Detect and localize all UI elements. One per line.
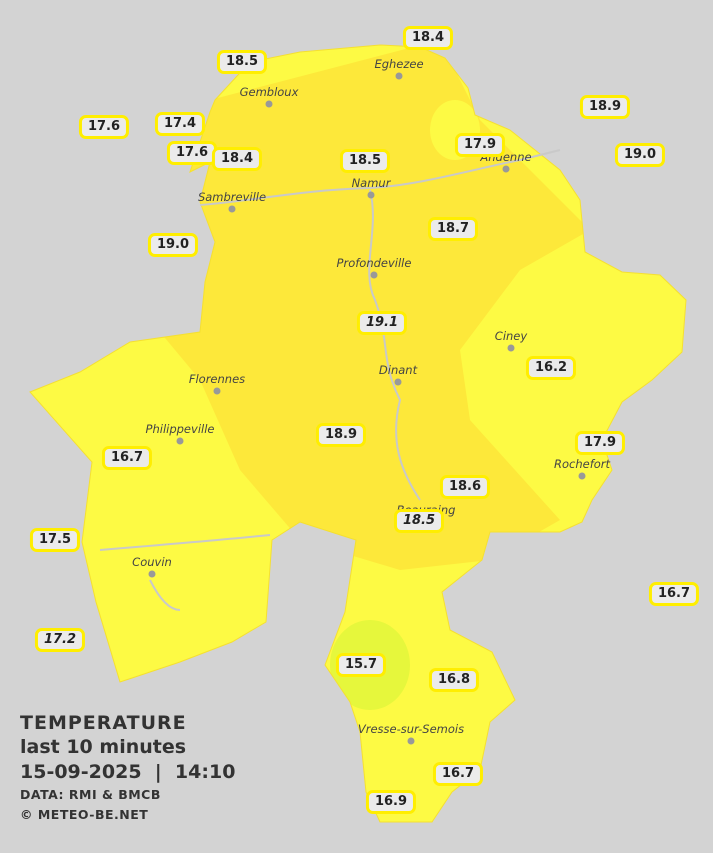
city-label: Rochefort	[553, 457, 611, 471]
city-dot	[407, 737, 415, 745]
city-dot	[148, 570, 156, 578]
station-temperature-label: 19.0	[614, 143, 666, 167]
river-viroin	[99, 534, 271, 611]
city-label: Gembloux	[239, 85, 299, 99]
station-temperature-label: 18.9	[315, 423, 367, 447]
city-dot	[265, 100, 273, 108]
station-temperature-label: 16.7	[101, 446, 153, 470]
city-dot	[213, 387, 221, 395]
station-temperature-label: 15.7	[335, 653, 387, 677]
station-temperature-label: 17.9	[454, 133, 506, 157]
station-temperature-label: 18.6	[439, 475, 491, 499]
station-temperature-label: 19.1	[356, 311, 408, 335]
city-label: Sambreville	[197, 190, 267, 204]
station-temperature-label: 16.9	[365, 790, 417, 814]
station-temperature-label: 19.0	[147, 233, 199, 257]
city-label: Couvin	[132, 555, 172, 569]
city-dot	[367, 191, 375, 199]
station-temperature-label: 18.4	[402, 26, 454, 50]
station-temperature-label: 17.2	[34, 628, 86, 652]
station-temperature-label: 16.7	[432, 762, 484, 786]
city-dot	[395, 72, 403, 80]
city-label: Philippeville	[145, 422, 215, 436]
legend-title: TEMPERATURE	[20, 712, 187, 734]
city-dot	[507, 344, 515, 352]
city-label: Profondeville	[336, 256, 412, 270]
legend-source: DATA: RMI & BMCB	[20, 787, 161, 802]
city-label: Vresse-sur-Semois	[357, 722, 465, 736]
station-temperature-label: 17.9	[574, 431, 626, 455]
city-label: Dinant	[378, 363, 418, 377]
station-temperature-label: 16.8	[428, 668, 480, 692]
station-temperature-label: 16.7	[648, 582, 700, 606]
station-temperature-label: 18.9	[579, 95, 631, 119]
city-dot	[370, 271, 378, 279]
legend-copyright: © METEO-BE.NET	[20, 807, 149, 822]
station-temperature-label: 18.4	[211, 147, 263, 171]
legend-subtitle: last 10 minutes	[20, 736, 187, 758]
city-label: Namur	[351, 176, 391, 190]
city-dot	[578, 472, 586, 480]
station-temperature-label: 17.5	[29, 528, 81, 552]
station-temperature-label: 18.5	[216, 50, 268, 74]
city-dot	[176, 437, 184, 445]
station-temperature-label: 17.4	[154, 112, 206, 136]
legend-datetime: 15-09-2025 | 14:10	[20, 761, 236, 783]
zone-warm	[150, 45, 590, 570]
city-label: Eghezee	[374, 57, 424, 71]
station-temperature-label: 16.2	[525, 356, 577, 380]
city-dot	[394, 378, 402, 386]
city-dot	[502, 165, 510, 173]
legend: TEMPERATURE last 10 minutes 15-09-2025 |…	[20, 711, 235, 825]
city-label: Florennes	[188, 372, 246, 386]
station-temperature-label: 18.5	[339, 149, 391, 173]
station-temperature-label: 18.5	[393, 509, 445, 533]
station-temperature-label: 17.6	[78, 115, 130, 139]
city-dot	[228, 205, 236, 213]
river-meuse	[368, 189, 421, 501]
river-meuse-sambre	[199, 149, 561, 206]
station-temperature-label: 17.6	[166, 141, 218, 165]
city-label: Ciney	[494, 329, 528, 343]
station-temperature-label: 18.7	[427, 217, 479, 241]
